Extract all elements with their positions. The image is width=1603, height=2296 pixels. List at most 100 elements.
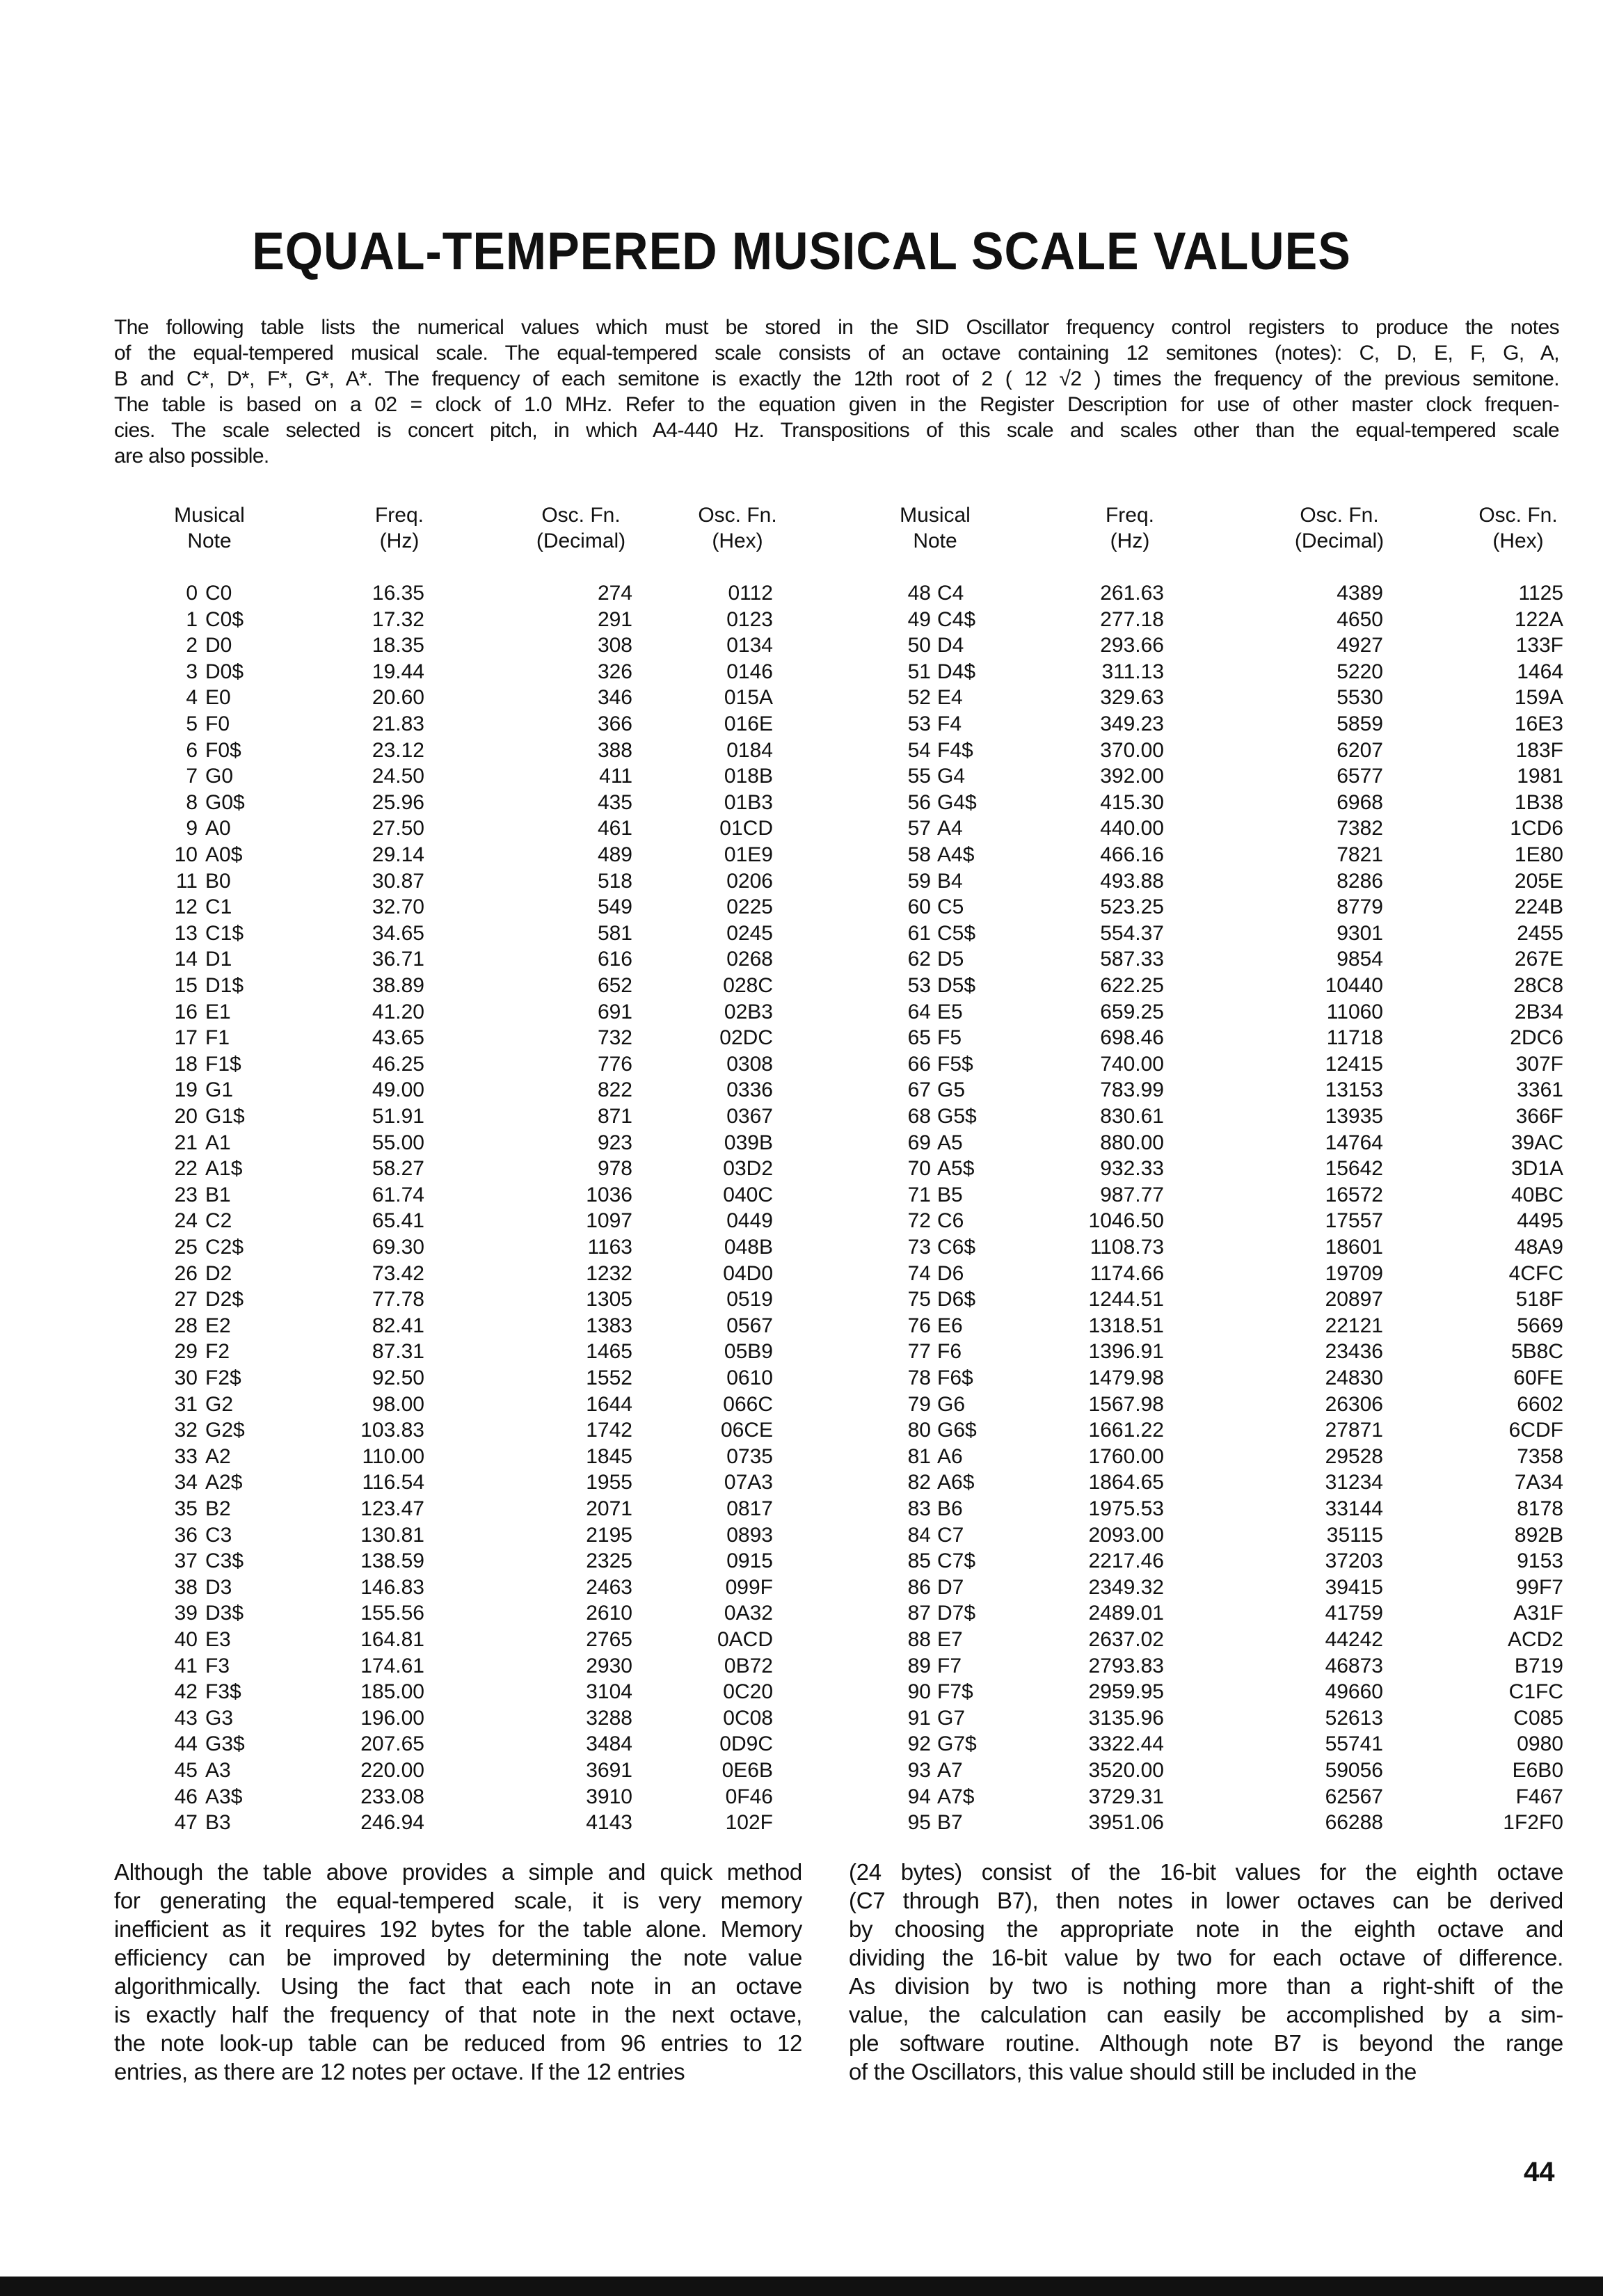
frequency-hz: 261.63 <box>1100 582 1164 605</box>
note-number: 53 <box>907 974 931 997</box>
note-name: B7 <box>937 1811 963 1835</box>
osc-decimal: 59056 <box>1325 1759 1383 1782</box>
frequency-hz: 659.25 <box>1100 1000 1164 1023</box>
note-name: F2 <box>205 1340 230 1364</box>
osc-decimal: 7821 <box>1337 843 1383 866</box>
note-number: 41 <box>174 1654 198 1677</box>
osc-hex: 1125 <box>1518 582 1563 605</box>
note-name: A6 <box>937 1444 963 1468</box>
note-number: 48 <box>907 582 931 605</box>
osc-hex: 267E <box>1514 948 1563 971</box>
frequency-hz: 880.00 <box>1100 1131 1164 1154</box>
osc-decimal: 15642 <box>1325 1157 1383 1181</box>
note-name: A1$ <box>205 1157 243 1181</box>
note-name: A5 <box>937 1131 963 1154</box>
table-row: 16 E1 41.20 691 02B3 <box>0 999 1603 1025</box>
note-number: 71 <box>907 1183 931 1206</box>
note-name: C3$ <box>205 1549 244 1573</box>
osc-decimal: 11718 <box>1326 1026 1383 1050</box>
osc-decimal: 7382 <box>1337 817 1383 840</box>
note-name: C5$ <box>937 921 976 945</box>
note-number: 59 <box>907 869 931 893</box>
column-header-line: (Hex) <box>1492 529 1544 552</box>
note-number: 30 <box>174 1366 198 1389</box>
table-row: 56 G4$ 415.30 6968 1B38 <box>0 790 1603 815</box>
note-number: 7 <box>186 765 198 788</box>
frequency-hz: 349.23 <box>1100 712 1164 735</box>
frequency-hz: 3729.31 <box>1088 1785 1164 1808</box>
osc-hex: 28C8 <box>1513 974 1563 997</box>
osc-hex: 16E3 <box>1514 712 1563 735</box>
osc-hex: 3D1A <box>1510 1157 1563 1181</box>
note-name: E0 <box>205 686 231 710</box>
osc-hex: 6CDF <box>1508 1419 1563 1442</box>
note-name: A2 <box>205 1444 231 1468</box>
osc-hex: 4495 <box>1517 1209 1563 1233</box>
note-number: 14 <box>174 948 198 971</box>
osc-decimal: 616 <box>597 948 632 971</box>
table-row: 7 G0 24.50 411 018B <box>0 763 1603 789</box>
osc-decimal: 5220 <box>1337 660 1383 683</box>
osc-decimal: 691 <box>597 1000 632 1023</box>
frequency-hz: 30.87 <box>372 869 424 893</box>
table-row: 12 C1 32.70 549 0225 <box>0 894 1603 920</box>
osc-decimal: 435 <box>597 790 632 814</box>
table-row: 57 A4 440.00 7382 1CD6 <box>0 815 1603 841</box>
note-number: 82 <box>907 1471 931 1494</box>
note-name: F6 <box>937 1340 962 1364</box>
note-number: 49 <box>907 607 931 631</box>
osc-decimal: 1232 <box>586 1261 632 1285</box>
osc-decimal: 8286 <box>1337 869 1383 893</box>
note-number: 86 <box>907 1575 931 1599</box>
table-row: 8 G0$ 25.96 435 01B3 <box>0 790 1603 815</box>
osc-hex: E6B0 <box>1512 1759 1563 1782</box>
table-row: 43 G3 196.00 3288 0C08 <box>0 1705 1603 1731</box>
table-row: 59 B4 493.88 8286 205E <box>0 868 1603 894</box>
table-row: 49 C4$ 277.18 4650 122A <box>0 607 1603 632</box>
frequency-hz: 21.83 <box>372 712 424 735</box>
frequency-hz: 87.31 <box>372 1340 424 1364</box>
table-row: 38 D3 146.83 2463 099F <box>0 1574 1603 1600</box>
frequency-hz: 3951.06 <box>1088 1811 1164 1835</box>
frequency-hz: 554.37 <box>1100 921 1164 945</box>
osc-decimal: 17557 <box>1325 1209 1383 1233</box>
frequency-hz: 2959.95 <box>1088 1680 1164 1704</box>
osc-decimal: 2071 <box>586 1497 632 1520</box>
text-line: (24 bytes) consist of the 16-bit values … <box>849 1859 1563 1885</box>
text-line: The table is based on a 02 = clock of 1.… <box>114 393 1560 416</box>
note-name: C1$ <box>205 921 244 945</box>
osc-decimal: 39415 <box>1325 1575 1383 1599</box>
note-name: F4$ <box>937 738 973 762</box>
table-row: 22 A1$ 58.27 978 03D2 <box>0 1156 1603 1181</box>
frequency-hz: 185.00 <box>360 1680 424 1704</box>
table-row: 20 G1$ 51.91 871 0367 <box>0 1103 1603 1129</box>
note-number: 5 <box>186 712 198 735</box>
table-row: 70 A5$ 932.33 15642 3D1A <box>0 1156 1603 1181</box>
frequency-hz: 233.08 <box>360 1785 424 1808</box>
osc-hex: 224B <box>1514 895 1563 919</box>
frequency-hz: 146.83 <box>360 1575 424 1599</box>
osc-decimal: 52613 <box>1325 1706 1383 1730</box>
note-number: 19 <box>174 1078 198 1102</box>
frequency-hz: 17.32 <box>372 607 424 631</box>
osc-decimal: 923 <box>597 1131 632 1154</box>
note-number: 91 <box>907 1706 931 1730</box>
note-number: 57 <box>907 817 931 840</box>
osc-decimal: 1305 <box>586 1288 632 1312</box>
osc-decimal: 6207 <box>1337 738 1383 762</box>
note-name: F5 <box>937 1026 962 1050</box>
note-number: 31 <box>174 1392 198 1416</box>
table-row: 64 E5 659.25 11060 2B34 <box>0 999 1603 1025</box>
osc-decimal: 346 <box>597 686 632 710</box>
table-row: 6 F0$ 23.12 388 0184 <box>0 738 1603 763</box>
osc-hex: 0E6B <box>721 1759 773 1782</box>
note-name: G7 <box>937 1706 966 1730</box>
frequency-hz: 92.50 <box>372 1366 424 1389</box>
note-name: E1 <box>205 1000 231 1023</box>
note-number: 39 <box>174 1602 198 1625</box>
column-header-line: Musical <box>900 504 971 527</box>
table-row: 47 B3 246.94 4143 102F <box>0 1810 1603 1835</box>
table-row: 35 B2 123.47 2071 0817 <box>0 1496 1603 1522</box>
frequency-hz: 43.65 <box>372 1026 424 1050</box>
note-number: 2 <box>186 634 198 657</box>
